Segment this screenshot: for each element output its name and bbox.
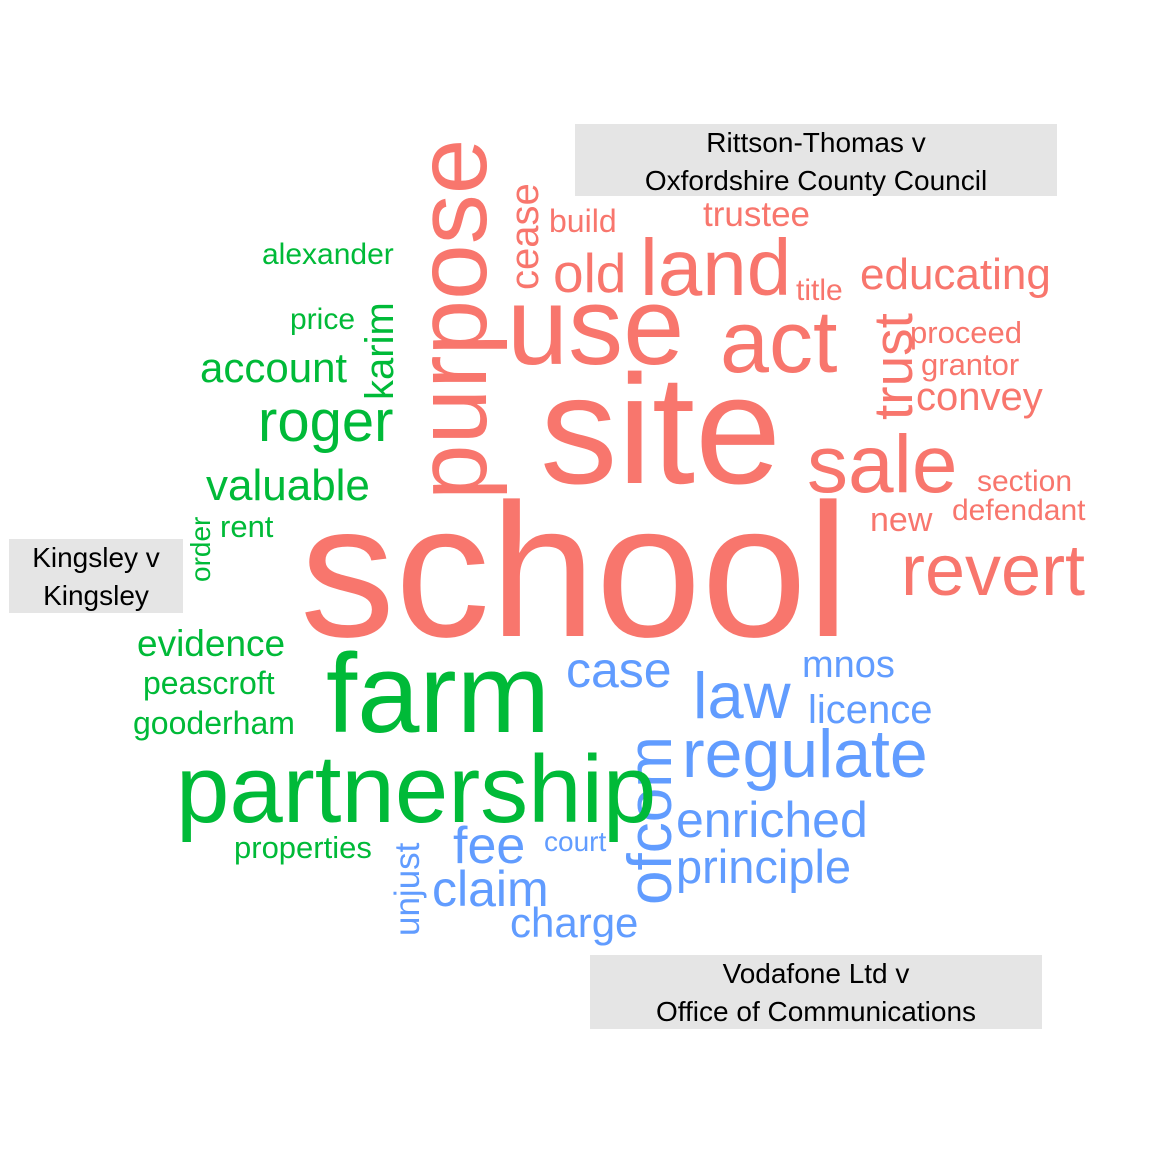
word-sale: sale <box>807 419 958 510</box>
word-unjust: unjust <box>388 842 427 936</box>
label-rittson-thomas: Rittson-Thomas v Oxfordshire County Coun… <box>575 124 1057 196</box>
word-partnership: partnership <box>176 736 657 843</box>
word-principle: principle <box>676 840 852 893</box>
word-build: build <box>549 203 617 239</box>
word-order: order <box>185 516 216 582</box>
word-case: case <box>566 642 672 698</box>
word-defendant: defendant <box>952 494 1086 527</box>
word-law: law <box>693 659 791 732</box>
label-kingsley-line1: Kingsley v <box>32 542 160 573</box>
label-vodafone-line1: Vodafone Ltd v <box>722 958 910 989</box>
word-court: court <box>544 826 607 857</box>
word-trust: trust <box>862 313 924 420</box>
word-fee: fee <box>453 817 526 875</box>
word-licence: licence <box>808 688 933 732</box>
word-site: site <box>540 343 782 516</box>
word-school: school <box>300 465 850 677</box>
label-rittson-line1: Rittson-Thomas v <box>706 127 926 158</box>
label-vodafone: Vodafone Ltd v Office of Communications <box>590 955 1042 1029</box>
word-revert: revert <box>901 531 1086 611</box>
word-land: land <box>640 223 792 312</box>
word-evidence: evidence <box>137 623 286 664</box>
label-kingsley: Kingsley v Kingsley <box>9 539 183 613</box>
label-rittson-line2: Oxfordshire County Council <box>644 165 988 196</box>
word-peascroft: peascroft <box>143 665 275 701</box>
word-use: use <box>507 265 685 388</box>
word-purpose: purpose <box>396 138 508 500</box>
word-claim: claim <box>432 861 549 917</box>
word-new: new <box>870 501 933 539</box>
word-act: act <box>720 292 838 391</box>
label-vodafone-line2: Office of Communications <box>655 996 977 1027</box>
word-karim: karim <box>358 302 402 400</box>
word-farm: farm <box>326 631 550 756</box>
word-properties: properties <box>234 830 372 865</box>
word-mnos: mnos <box>802 644 895 686</box>
word-enriched: enriched <box>676 792 868 848</box>
word-trustee: trustee <box>703 195 810 234</box>
word-old: old <box>553 242 627 304</box>
word-grantor: grantor <box>921 347 1020 382</box>
label-kingsley-line2: Kingsley <box>43 580 149 611</box>
word-charge: charge <box>510 899 639 946</box>
word-valuable: valuable <box>206 461 370 510</box>
word-alexander: alexander <box>262 238 394 271</box>
word-rent: rent <box>220 509 274 544</box>
word-proceed: proceed <box>910 315 1023 350</box>
word-roger: roger <box>258 389 394 454</box>
word-regulate: regulate <box>682 716 928 792</box>
word-gooderham: gooderham <box>133 705 295 741</box>
word-account: account <box>200 344 348 391</box>
word-price: price <box>290 303 356 336</box>
word-title: title <box>796 274 843 307</box>
word-convey: convey <box>916 375 1043 419</box>
word-section: section <box>977 465 1073 498</box>
word-educating: educating <box>860 250 1051 299</box>
